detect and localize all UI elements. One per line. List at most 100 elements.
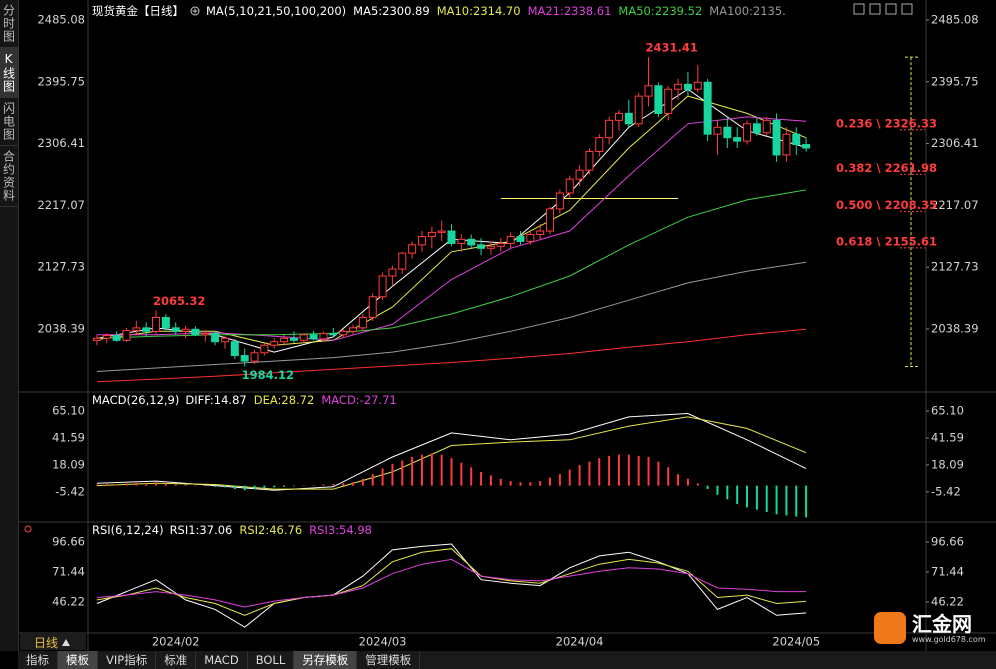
macd-bar [549,477,552,486]
sidebar: 分时图 K线图 闪电图 合约资料 [0,0,19,651]
candle-body [427,231,436,238]
macd-bar [361,478,364,486]
candle-body [280,337,289,343]
legend-entry: DIFF:14.87 [185,393,247,407]
side-tab[interactable]: 分时图 [0,0,18,48]
control-icon[interactable] [853,3,865,15]
macd-bar [135,482,138,486]
candle-body [536,230,545,235]
candle-body [703,81,712,135]
candle-body [309,334,318,340]
candle-body [802,144,811,149]
macd-bar [696,483,699,486]
macd-bar [233,485,236,490]
candle-body [132,327,141,332]
side-tab[interactable]: 闪电图 [0,98,18,146]
toolbar-tab[interactable]: 另存模板 [294,651,358,669]
toolbar-tab[interactable]: MACD [196,651,248,669]
control-icon[interactable] [869,3,881,15]
caret [62,638,71,646]
x-tick-label: 2024/03 [359,635,407,649]
y-tick-label: 41.59 [52,430,85,444]
candle-body [575,169,584,180]
candle-body [634,95,643,125]
legend-entry: RSI3:54.98 [309,523,372,537]
toolbar-tab[interactable]: VIP指标 [98,651,157,669]
candle-body [743,123,752,142]
candle-body [358,317,367,329]
candle-body [112,334,121,341]
macd-bar [755,485,758,510]
macd-bar [302,485,305,487]
legend-entry: MA10:2314.70 [436,4,521,18]
y-tick-label: 2038.39 [37,321,85,335]
y-tick-label: 71.44 [52,565,85,579]
y-tick-label: -5.42 [931,484,961,498]
toolbar-tab[interactable]: 管理模板 [357,651,421,669]
x-tick-label: 2024/02 [152,635,200,649]
toolbar-tab[interactable]: 标准 [156,651,197,669]
candle-body [496,242,505,247]
candle-body [782,133,791,156]
macd-bar [115,484,118,486]
y-tick-label: 2395.75 [37,74,85,88]
macd-bar [588,461,591,486]
macd-bar [568,469,571,486]
macd-bar [263,485,266,488]
macd-bar [470,467,473,486]
candle-body [516,236,525,242]
macd-bar [716,485,719,495]
macd-bar [184,484,187,486]
macd-bar [608,455,611,486]
add-icon[interactable] [190,6,200,16]
toolbar-tab[interactable]: BOLL [248,651,295,669]
macd-bar [352,482,355,486]
range-bracket [905,56,918,368]
macd-bar [223,485,226,488]
macd-bar [529,482,532,486]
candle-body [368,296,377,319]
series-line [96,416,807,490]
candle-body [447,230,456,244]
period-selector[interactable]: 日线 [20,634,86,650]
control-icon[interactable] [901,3,913,15]
side-tab[interactable]: K线图 [0,48,18,98]
y-tick-label: 65.10 [52,404,85,418]
macd-bar [785,485,788,516]
candle-body [772,119,781,156]
candle-body [289,337,298,341]
macd-bar [509,481,512,486]
settings-icon[interactable] [24,525,32,533]
fib-label: 0.500 \ 2208.35 [836,198,937,212]
macd-bar [460,462,463,486]
series-line [96,543,807,628]
macd-bar [499,478,502,486]
y-tick-label: 65.10 [931,404,964,418]
macd-bar [578,465,581,486]
y-tick-label: 18.09 [931,457,964,471]
candle-body [614,112,623,121]
macd-bar [667,467,670,486]
period-label: 日线 [34,635,59,650]
candle-body [299,334,308,341]
candle-body [457,238,466,244]
macd-bar [736,485,739,504]
candle-body [654,85,663,114]
panel-title: MACD(26,12,9) [92,393,180,407]
candle-body [191,328,200,336]
toolbar-tab[interactable]: 模板 [58,651,98,669]
macd-bar [657,461,660,486]
control-icon[interactable] [885,3,897,15]
fib-label: 0.382 \ 2261.98 [836,161,937,175]
candle-body [437,230,446,233]
toolbar-tab[interactable]: 指标 [18,651,58,669]
candle-body [250,352,259,362]
legend-entry: DEA:28.72 [253,393,315,407]
macd-bar [558,474,561,486]
macd-bar [253,485,256,490]
macd-bar [401,460,404,486]
side-tab[interactable]: 合约资料 [0,146,18,207]
legend-entry: MACD:-27.71 [321,393,397,407]
macd-bar [95,484,98,486]
